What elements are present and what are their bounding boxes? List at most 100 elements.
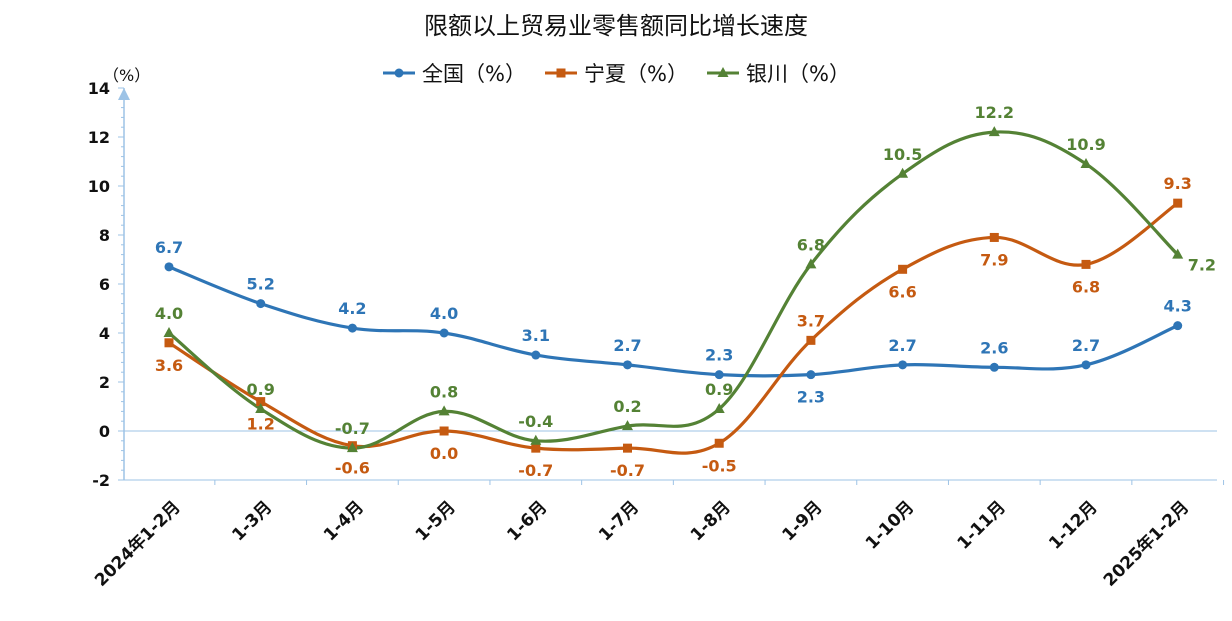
data-point-square[interactable] xyxy=(623,443,632,453)
data-point-circle[interactable] xyxy=(714,370,724,380)
legend-swatch-triangle-icon xyxy=(706,67,739,77)
data-label: 4.0 xyxy=(430,304,458,323)
data-label: 2.7 xyxy=(888,336,916,355)
chart-legend[interactable]: 全国（%） 宁夏（%） 银川（%） xyxy=(0,58,1232,88)
data-point-triangle[interactable] xyxy=(1172,248,1184,259)
data-point-square[interactable] xyxy=(256,397,266,407)
y-tick-label: -2 xyxy=(92,471,110,490)
series-line-1 xyxy=(168,265,1179,378)
data-point-circle[interactable] xyxy=(394,68,404,78)
data-point-square[interactable] xyxy=(556,68,566,78)
data-point-triangle[interactable] xyxy=(622,420,633,431)
chart-axes: -2 0 2 4 6 8 10 12 14 2024年1-2月 1-3月 1-4月 1-5月 1-6月 1-… xyxy=(88,79,1225,591)
data-point-triangle[interactable] xyxy=(255,402,267,413)
data-label: -0.6 xyxy=(335,459,370,478)
data-point-circle[interactable] xyxy=(347,323,357,333)
data-point-triangle[interactable] xyxy=(163,327,175,337)
data-point-circle[interactable] xyxy=(164,262,174,272)
data-label: 0.8 xyxy=(430,382,458,401)
chart-title: 限额以上贸易业零售额同比增长速度 xyxy=(424,12,808,40)
data-label: -0.4 xyxy=(518,412,553,431)
data-point-square[interactable] xyxy=(898,264,908,274)
data-point-square[interactable] xyxy=(531,443,541,453)
legend-item-2[interactable]: 宁夏（%） xyxy=(544,58,688,88)
data-label: 4.2 xyxy=(338,299,366,318)
data-point-triangle[interactable] xyxy=(805,258,817,269)
data-point-triangle[interactable] xyxy=(988,126,1000,137)
y-axis-unit-label: （%） xyxy=(103,66,151,85)
data-label: 0.9 xyxy=(247,380,275,399)
data-label: 6.6 xyxy=(888,282,916,301)
data-point-square[interactable] xyxy=(1081,259,1091,269)
data-label: 2.3 xyxy=(797,388,825,407)
data-label: 1.2 xyxy=(247,415,275,434)
legend-item-1[interactable]: 全国（%） xyxy=(382,58,526,88)
data-label: 2.7 xyxy=(1072,336,1100,355)
data-point-circle[interactable] xyxy=(256,299,266,309)
data-point-triangle[interactable] xyxy=(1080,157,1092,168)
x-tick-label: 1-8月 xyxy=(687,497,735,545)
data-label: -0.5 xyxy=(702,456,737,475)
data-label: 4.0 xyxy=(155,304,183,323)
y-axis-arrow-icon xyxy=(118,88,130,100)
data-label: 0.0 xyxy=(430,444,458,463)
data-label: 2.3 xyxy=(705,346,733,365)
series-lines xyxy=(167,130,1179,455)
x-tick-label: 1-11月 xyxy=(954,497,1010,553)
data-label: 0.2 xyxy=(613,397,641,416)
legend-swatch-square-icon xyxy=(545,68,578,78)
data-point-square[interactable] xyxy=(989,232,999,242)
legend-item-3[interactable]: 银川（%） xyxy=(706,58,850,88)
data-point-square[interactable] xyxy=(1173,198,1183,208)
data-label: -0.7 xyxy=(335,419,370,438)
data-point-square[interactable] xyxy=(439,426,449,436)
data-label: 10.9 xyxy=(1066,135,1105,154)
y-tick-label: 6 xyxy=(99,275,110,294)
data-point-circle[interactable] xyxy=(806,370,816,380)
data-label: 5.2 xyxy=(247,275,275,294)
legend-swatch-circle-icon xyxy=(383,68,416,78)
legend-label: 银川（%） xyxy=(745,62,850,86)
y-tick-label: 4 xyxy=(99,324,110,343)
data-point-square[interactable] xyxy=(714,438,724,448)
x-tick-label: 2024年1-2月 xyxy=(90,497,184,591)
x-tick-label: 2025年1-2月 xyxy=(1099,497,1193,591)
data-point-circle[interactable] xyxy=(1081,360,1091,370)
data-point-triangle[interactable] xyxy=(438,405,450,416)
data-point-circle[interactable] xyxy=(898,360,908,370)
data-point-circle[interactable] xyxy=(439,328,449,338)
data-label: 12.2 xyxy=(975,103,1014,122)
data-label: 6.8 xyxy=(1072,277,1100,296)
legend-label: 全国（%） xyxy=(422,62,527,86)
data-point-triangle[interactable] xyxy=(717,67,729,77)
data-point-triangle[interactable] xyxy=(346,442,358,453)
data-point-square[interactable] xyxy=(164,338,174,348)
data-label: 6.7 xyxy=(155,238,183,257)
data-point-circle[interactable] xyxy=(623,360,632,370)
data-label: -0.7 xyxy=(610,461,645,480)
x-tick-label: 1-9月 xyxy=(779,497,827,545)
data-label: 10.5 xyxy=(883,145,922,164)
data-point-square[interactable] xyxy=(806,335,816,345)
x-tick-label: 1-4月 xyxy=(320,497,368,545)
data-label: 2.6 xyxy=(980,338,1008,357)
data-point-circle[interactable] xyxy=(1173,321,1183,331)
data-label: 3.6 xyxy=(155,356,183,375)
series-markers[interactable] xyxy=(163,126,1184,453)
data-label: 9.3 xyxy=(1164,174,1192,193)
x-tick-label: 1-10月 xyxy=(862,497,918,553)
series-line-2 xyxy=(168,201,1179,455)
data-point-triangle[interactable] xyxy=(530,434,542,445)
y-tick-label: 12 xyxy=(88,128,110,147)
data-point-circle[interactable] xyxy=(989,362,999,372)
y-tick-label: 10 xyxy=(88,177,110,196)
data-point-triangle[interactable] xyxy=(897,167,909,178)
data-label: -0.7 xyxy=(518,461,553,480)
y-tick-label: 0 xyxy=(99,422,110,441)
data-point-circle[interactable] xyxy=(531,350,541,360)
data-point-triangle[interactable] xyxy=(713,402,725,413)
series-line-3 xyxy=(167,130,1179,450)
data-labels: 6.7 5.2 4.2 4.0 3.1 2.7 2.3 2.3 2.7 2.6 2.7 4.3 3.6 1… xyxy=(155,103,1216,480)
data-label: 3.7 xyxy=(797,311,825,330)
